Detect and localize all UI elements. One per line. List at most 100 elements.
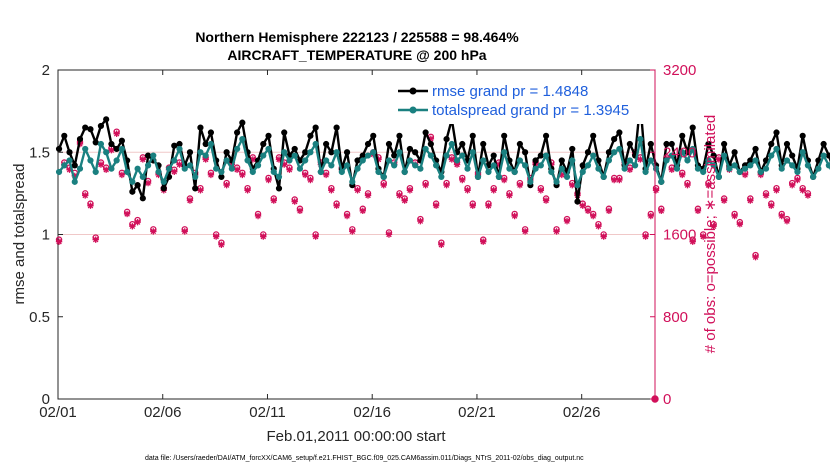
totalspread-point	[511, 168, 518, 176]
obs-assimilated-marker	[333, 202, 340, 209]
obs-assimilated-marker	[354, 187, 361, 194]
totalspread-point	[239, 135, 246, 143]
rmse-point	[239, 119, 246, 126]
obs-assimilated-marker	[731, 212, 738, 220]
rmse-point	[333, 124, 340, 131]
rmse-point	[789, 152, 796, 159]
y-left-tick-label: 0.5	[29, 309, 50, 326]
totalspread-point	[783, 157, 791, 164]
totalspread-point	[412, 162, 419, 169]
obs-assimilated-marker	[553, 228, 560, 235]
totalspread-point	[490, 162, 497, 169]
totalspread-point	[815, 165, 822, 172]
totalspread-point	[134, 165, 141, 172]
rmse-point	[113, 145, 120, 153]
obs-assimilated-marker	[396, 192, 403, 199]
rmse-point	[537, 152, 544, 159]
legend-box	[392, 80, 648, 124]
chart-title-line1: Northern Hemisphere 222123 / 225588 = 98…	[195, 29, 519, 45]
totalspread-point	[97, 140, 105, 148]
rmse-point	[406, 145, 414, 153]
obs-assimilated-marker	[464, 187, 471, 194]
totalspread-point	[825, 162, 830, 169]
totalspread-point	[186, 162, 194, 169]
obs-assimilated-marker	[328, 187, 335, 194]
totalspread-point	[291, 152, 298, 159]
rmse-point	[103, 116, 110, 123]
obs-assimilated-marker	[679, 171, 686, 179]
totalspread-point	[605, 157, 613, 164]
totalspread-point	[165, 165, 173, 172]
totalspread-point	[150, 152, 157, 159]
rmse-point	[773, 129, 780, 136]
legend-entries: rmse grand pr = 1.4848 totalspread grand …	[398, 83, 629, 119]
obs-assimilated-marker	[422, 181, 429, 189]
totalspread-point	[129, 178, 136, 185]
totalspread-point	[66, 157, 73, 164]
x-tick-label: 02/16	[353, 404, 391, 421]
totalspread-point	[385, 157, 393, 164]
rmse-point	[427, 140, 434, 148]
obs-assimilated-marker	[322, 171, 330, 179]
totalspread-point	[668, 152, 675, 159]
totalspread-point	[364, 152, 372, 159]
obs-assimilated-marker	[516, 181, 524, 189]
obs-assimilated-marker	[652, 187, 660, 194]
totalspread-point	[317, 168, 324, 176]
totalspread-point	[338, 168, 345, 176]
rmse-point	[605, 149, 613, 156]
obs-assimilated-marker	[610, 176, 618, 184]
obs-assimilated-marker	[799, 187, 806, 194]
totalspread-point	[343, 162, 351, 169]
y-left-tick-label: 2	[42, 62, 50, 79]
totalspread-point	[595, 165, 602, 172]
totalspread-point	[92, 168, 99, 176]
rmse-point	[71, 162, 78, 169]
obs-assimilated-marker	[343, 212, 351, 220]
totalspread-point	[176, 145, 183, 153]
obs-assimilated-marker	[212, 233, 220, 240]
y-axis-right-label: # of obs: o=possible; ∗=assimilated	[702, 115, 719, 354]
totalspread-point	[642, 168, 649, 176]
y-axis-right-ticks: 0 800 1600 2400 3200	[650, 62, 696, 408]
rmse-point	[825, 152, 830, 159]
rmse-point	[260, 140, 267, 148]
x-tick-label: 02/21	[458, 404, 496, 421]
obs-assimilated-marker	[197, 187, 204, 194]
totalspread-point	[563, 173, 571, 181]
obs-assimilated-marker	[123, 210, 131, 218]
obs-assimilated-marker	[102, 166, 110, 173]
x-axis-ticks: 02/01 02/06 02/11 02/16 02/21 02/26	[39, 70, 600, 421]
obs-assimilated-marker	[710, 223, 717, 230]
rmse-point	[192, 185, 199, 192]
obs-assimilated-marker	[453, 161, 461, 168]
rmse-point	[721, 140, 728, 148]
rmse-point	[679, 132, 686, 139]
obs-assimilated-marker	[637, 156, 644, 163]
rmse-point	[710, 152, 717, 159]
totalspread-point	[694, 165, 702, 172]
obs-assimilated-marker	[469, 202, 476, 209]
obs-assimilated-marker	[804, 192, 812, 199]
totalspread-point	[328, 162, 335, 169]
footnote-data-file: data file: /Users/raeder/DAI/ATM_forcXX/…	[145, 455, 584, 462]
obs-assimilated-marker	[537, 187, 545, 194]
totalspread-point	[637, 135, 644, 143]
totalspread-point	[422, 145, 429, 153]
totalspread-point	[464, 165, 471, 172]
rmse-point	[354, 157, 361, 164]
totalspread-point	[574, 182, 581, 189]
x-tick-label: 02/11	[249, 404, 285, 421]
totalspread-point	[433, 162, 440, 169]
totalspread-point	[762, 165, 770, 172]
totalspread-point	[459, 152, 466, 159]
totalspread-point	[527, 178, 534, 185]
obs-assimilated-marker	[207, 171, 215, 179]
totalspread-point	[558, 165, 565, 172]
obs-assimilated-marker	[359, 207, 366, 215]
obs-assimilated-marker	[129, 223, 136, 230]
obs-assimilated-marker	[684, 181, 691, 189]
totalspread-point	[359, 157, 366, 164]
obs-assimilated-marker	[307, 176, 314, 184]
rmse-point	[61, 132, 68, 139]
